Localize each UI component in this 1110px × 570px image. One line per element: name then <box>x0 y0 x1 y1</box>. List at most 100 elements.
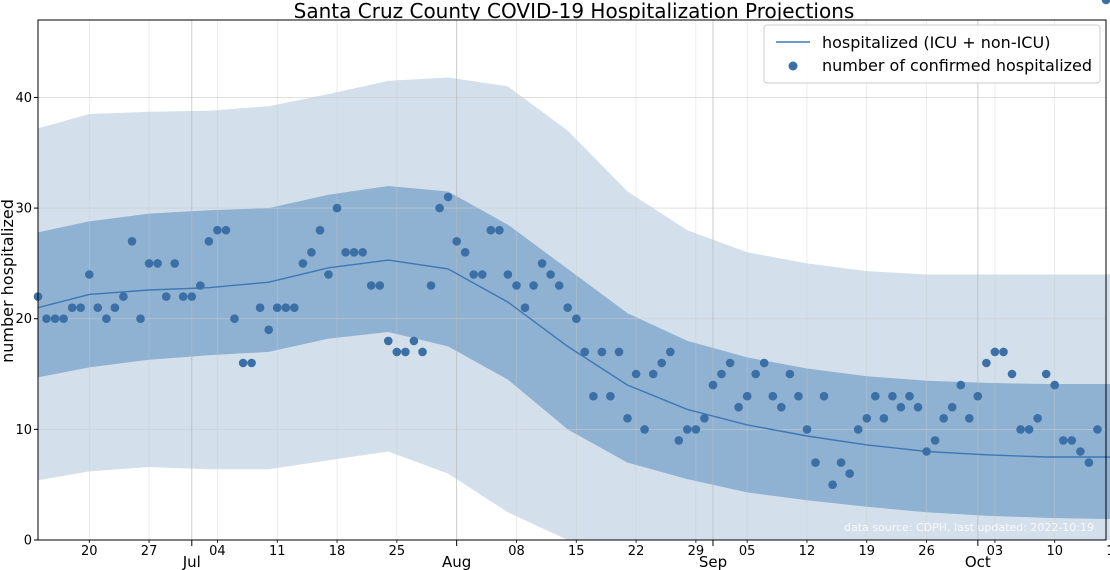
observed-point <box>281 303 291 313</box>
observed-point <box>341 248 350 257</box>
x-tick-label-minor: 20 <box>81 544 98 559</box>
observed-point <box>546 270 555 279</box>
observed-point <box>136 314 145 324</box>
observed-point <box>469 270 479 279</box>
observed-point <box>264 325 274 335</box>
observed-point <box>290 303 299 313</box>
observed-point <box>657 358 666 368</box>
observed-point <box>708 380 718 390</box>
observed-point <box>503 270 513 279</box>
observed-point <box>307 248 316 257</box>
plot-frame <box>37 19 1107 541</box>
observed-point <box>1033 414 1042 423</box>
observed-point <box>896 402 906 412</box>
observed-point <box>947 402 957 412</box>
x-tick-label-minor: 19 <box>858 544 875 559</box>
observed-point <box>554 281 564 290</box>
observed-point <box>956 380 966 390</box>
observed-point <box>939 414 948 423</box>
observed-point <box>409 336 419 346</box>
observed-point <box>1024 425 1034 434</box>
observed-point <box>1059 436 1068 445</box>
observed-point <box>1084 458 1094 467</box>
x-tick-label-minor: 27 <box>141 544 158 559</box>
observed-point <box>418 347 427 357</box>
legend-label-line: hospitalized (ICU + non-ICU) <box>822 33 1050 52</box>
observed-point <box>298 259 308 268</box>
observed-point <box>683 425 692 434</box>
observed-point <box>922 447 931 456</box>
x-tick-label-minor: 10 <box>1046 544 1063 559</box>
x-tick-label-minor: 29 <box>688 544 705 559</box>
y-tick-label: 20 <box>15 312 32 327</box>
x-tick-label-month: Sep <box>699 553 727 570</box>
observed-point <box>648 369 658 379</box>
observed-point <box>725 358 735 368</box>
data-source-annotation: data source: CDPH, last updated: 2022-10… <box>844 521 1094 534</box>
observed-point <box>674 436 684 445</box>
observed-point <box>50 314 60 324</box>
observed-point <box>768 391 778 401</box>
observed-point <box>691 425 701 434</box>
observed-point <box>315 225 325 235</box>
observed-point <box>93 303 103 313</box>
observed-points <box>33 0 1110 490</box>
observed-point <box>1093 425 1102 434</box>
observed-point <box>443 192 453 202</box>
y-tick-label: 30 <box>15 202 32 217</box>
observed-point <box>631 369 641 379</box>
observed-point <box>1041 369 1051 379</box>
observed-point <box>255 303 265 313</box>
observed-point <box>460 248 470 257</box>
observed-point <box>161 292 171 301</box>
observed-point <box>537 259 547 268</box>
observed-point <box>76 303 85 313</box>
observed-point <box>606 391 615 401</box>
observed-point <box>700 414 709 423</box>
observed-point <box>1016 425 1025 434</box>
observed-point <box>520 303 530 313</box>
observed-point <box>597 347 607 357</box>
chart-title: Santa Cruz County COVID-19 Hospitalizati… <box>294 0 855 23</box>
observed-point <box>734 402 743 412</box>
observed-point <box>828 480 837 490</box>
observed-point <box>324 270 333 279</box>
observed-point <box>990 347 1000 357</box>
observed-point <box>580 347 590 357</box>
observed-point <box>85 270 94 279</box>
x-tick-label-minor: 04 <box>209 544 226 559</box>
observed-point <box>435 203 444 213</box>
observed-point <box>879 414 889 423</box>
observed-point <box>614 347 624 357</box>
x-tick-label-minor: 25 <box>389 544 406 559</box>
x-tick-label-minor: 12 <box>799 544 816 559</box>
observed-point <box>144 259 154 268</box>
observed-point <box>905 391 914 401</box>
observed-point <box>666 347 675 357</box>
observed-point <box>42 314 51 324</box>
observed-point <box>221 225 231 235</box>
x-tick-label-month: Oct <box>965 553 991 570</box>
legend: hospitalized (ICU + non-ICU) number of c… <box>763 24 1101 84</box>
observed-point <box>871 391 880 401</box>
observed-point <box>759 358 769 368</box>
y-tick-label: 0 <box>24 534 32 549</box>
observed-point <box>965 414 974 423</box>
observed-point <box>426 281 436 290</box>
observed-point <box>913 402 923 412</box>
observed-point <box>853 425 863 434</box>
observed-point <box>742 391 752 401</box>
observed-point <box>247 358 256 368</box>
observed-point <box>495 225 504 235</box>
x-tick-label-minor: 22 <box>628 544 645 559</box>
observed-point <box>794 391 803 401</box>
observed-point <box>811 458 820 467</box>
projection-bands <box>38 77 1110 540</box>
observed-point <box>102 314 111 324</box>
observed-point <box>819 391 829 401</box>
y-axis-ticks: 0 10 20 30 40 <box>15 91 38 549</box>
observed-point <box>375 281 385 290</box>
x-tick-label-month: Aug <box>442 553 471 570</box>
legend-label-marker: number of confirmed hospitalized <box>822 56 1092 75</box>
